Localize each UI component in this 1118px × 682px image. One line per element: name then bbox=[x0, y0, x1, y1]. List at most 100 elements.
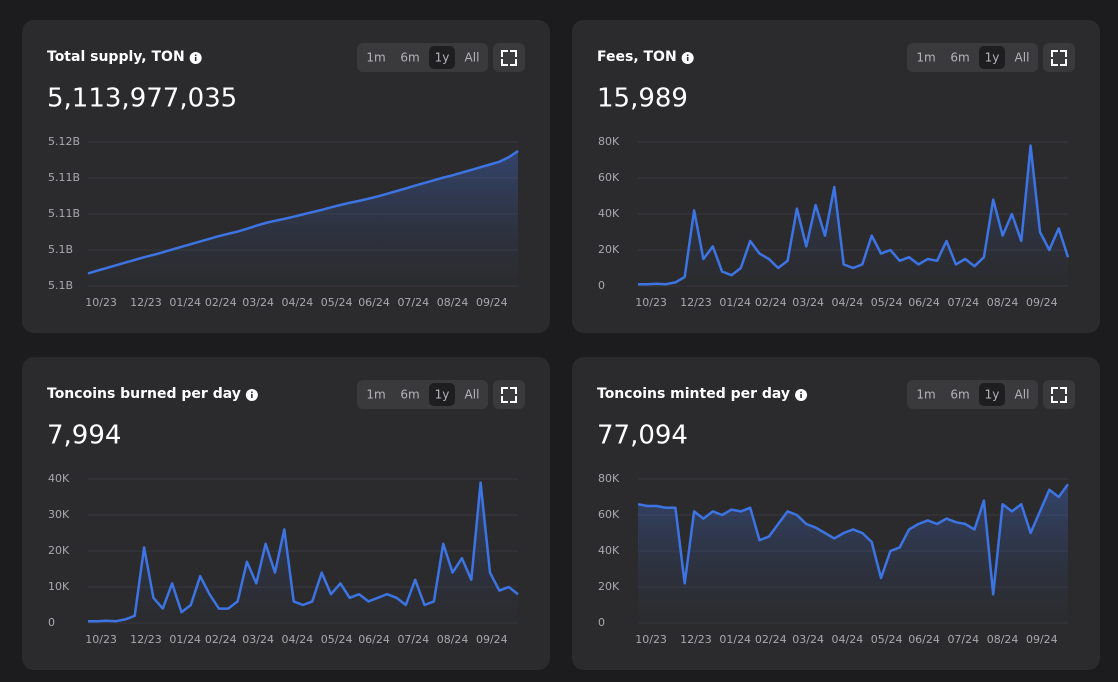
range-button[interactable]: 1y bbox=[435, 388, 450, 402]
x-tick-label: 03/24 bbox=[242, 296, 274, 309]
line bbox=[638, 144, 1070, 286]
y-tick-label: 5.12B bbox=[48, 135, 80, 148]
range-selector bbox=[907, 380, 1038, 409]
x-tick-label: 03/24 bbox=[792, 633, 824, 646]
x-tick-label: 08/24 bbox=[437, 296, 469, 309]
x-tick-label: 07/24 bbox=[947, 296, 979, 309]
range-button[interactable]: 6m bbox=[950, 388, 969, 402]
y-tick-label: 30K bbox=[48, 508, 70, 521]
range-button[interactable]: 1y bbox=[435, 51, 450, 65]
x-tick-label: 09/24 bbox=[476, 296, 508, 309]
card-background bbox=[572, 20, 1100, 333]
x-tick-label: 07/24 bbox=[397, 633, 429, 646]
x-tick-label: 01/24 bbox=[719, 296, 751, 309]
range-button[interactable]: 1y bbox=[985, 388, 1000, 402]
y-tick-label: 60K bbox=[598, 508, 620, 521]
x-tick-label: 05/24 bbox=[871, 633, 903, 646]
info-icon-dot bbox=[194, 57, 197, 61]
range-button[interactable]: 1m bbox=[916, 388, 935, 402]
y-tick-label: 5.11B bbox=[48, 171, 80, 184]
area-fill bbox=[88, 151, 518, 290]
info-icon-dot bbox=[800, 391, 802, 394]
x-tick-label: 08/24 bbox=[437, 633, 469, 646]
x-tick-label: 10/23 bbox=[85, 296, 117, 309]
y-tick-label: 20K bbox=[48, 544, 70, 557]
range-selector bbox=[357, 43, 488, 72]
x-tick-label: 04/24 bbox=[282, 633, 314, 646]
x-tick-label: 06/24 bbox=[358, 633, 390, 646]
x-tick-label: 09/24 bbox=[1026, 633, 1058, 646]
chart-title: Toncoins minted per day bbox=[597, 386, 790, 402]
x-tick-label: 02/24 bbox=[755, 296, 787, 309]
line bbox=[88, 481, 519, 623]
range-selector bbox=[907, 43, 1038, 72]
x-tick-label: 07/24 bbox=[947, 633, 979, 646]
y-tick-label: 5.1B bbox=[48, 243, 73, 256]
fullscreen-icon bbox=[1051, 387, 1067, 403]
area-fill bbox=[638, 145, 1068, 290]
info-icon-dot bbox=[800, 394, 802, 398]
x-tick-label: 10/23 bbox=[635, 633, 667, 646]
range-button[interactable]: 6m bbox=[400, 388, 419, 402]
x-tick-label: 02/24 bbox=[205, 296, 237, 309]
fullscreen-icon bbox=[501, 387, 517, 403]
range-button-active[interactable] bbox=[979, 46, 1005, 69]
headline-value: 15,989 bbox=[597, 84, 688, 114]
y-tick-label: 80K bbox=[598, 135, 620, 148]
y-tick-label: 60K bbox=[598, 171, 620, 184]
x-tick-label: 04/24 bbox=[832, 633, 864, 646]
y-tick-label: 40K bbox=[598, 544, 620, 557]
range-button-active[interactable] bbox=[429, 46, 455, 69]
x-tick-label: 08/24 bbox=[987, 296, 1019, 309]
range-button[interactable]: 6m bbox=[950, 51, 969, 65]
fullscreen-button[interactable] bbox=[493, 380, 525, 409]
range-button-active[interactable] bbox=[979, 383, 1005, 406]
x-tick-label: 10/23 bbox=[635, 296, 667, 309]
range-button[interactable]: All bbox=[465, 51, 480, 65]
y-tick-label: 0 bbox=[598, 279, 605, 292]
range-button-active[interactable] bbox=[429, 383, 455, 406]
range-button[interactable]: 6m bbox=[400, 51, 419, 65]
fullscreen-button[interactable] bbox=[493, 43, 525, 72]
x-tick-label: 03/24 bbox=[242, 633, 274, 646]
fullscreen-icon bbox=[501, 50, 517, 66]
x-tick-label: 09/24 bbox=[476, 633, 508, 646]
x-tick-label: 05/24 bbox=[871, 296, 903, 309]
line bbox=[637, 483, 1070, 596]
x-tick-label: 05/24 bbox=[321, 633, 353, 646]
fullscreen-button[interactable] bbox=[1043, 380, 1075, 409]
info-icon-dot bbox=[194, 54, 197, 57]
y-tick-label: 10K bbox=[48, 580, 70, 593]
x-tick-label: 12/23 bbox=[680, 633, 712, 646]
y-tick-label: 40K bbox=[598, 207, 620, 220]
x-tick-label: 02/24 bbox=[205, 633, 237, 646]
headline-value: 77,094 bbox=[597, 421, 688, 451]
area-fill bbox=[638, 484, 1068, 627]
range-button[interactable]: 1m bbox=[366, 51, 385, 65]
y-tick-label: 5.11B bbox=[48, 207, 80, 220]
x-tick-label: 06/24 bbox=[908, 633, 940, 646]
chart-title: Fees, TON bbox=[597, 49, 677, 65]
chart-card: Fees, TON 15,989 1m 6m 1y All 0 20K 40K 60K 80K 10/… bbox=[572, 20, 1100, 333]
fullscreen-button[interactable] bbox=[1043, 43, 1075, 72]
range-button[interactable]: 1y bbox=[985, 51, 1000, 65]
y-tick-label: 20K bbox=[598, 243, 620, 256]
x-tick-label: 04/24 bbox=[282, 296, 314, 309]
range-button[interactable]: 1m bbox=[916, 51, 935, 65]
x-tick-label: 12/23 bbox=[130, 296, 162, 309]
x-tick-label: 07/24 bbox=[397, 296, 429, 309]
line bbox=[87, 149, 519, 275]
x-tick-label: 12/23 bbox=[680, 296, 712, 309]
x-tick-label: 03/24 bbox=[792, 296, 824, 309]
headline-value: 5,113,977,035 bbox=[47, 84, 237, 114]
y-tick-label: 0 bbox=[598, 616, 605, 629]
x-tick-label: 08/24 bbox=[987, 633, 1019, 646]
y-tick-label: 40K bbox=[48, 472, 70, 485]
range-button[interactable]: All bbox=[1015, 51, 1030, 65]
x-tick-label: 01/24 bbox=[169, 296, 201, 309]
info-icon-dot bbox=[686, 57, 689, 61]
y-tick-label: 20K bbox=[598, 580, 620, 593]
range-button[interactable]: All bbox=[1015, 388, 1030, 402]
range-button[interactable]: All bbox=[465, 388, 480, 402]
range-button[interactable]: 1m bbox=[366, 388, 385, 402]
